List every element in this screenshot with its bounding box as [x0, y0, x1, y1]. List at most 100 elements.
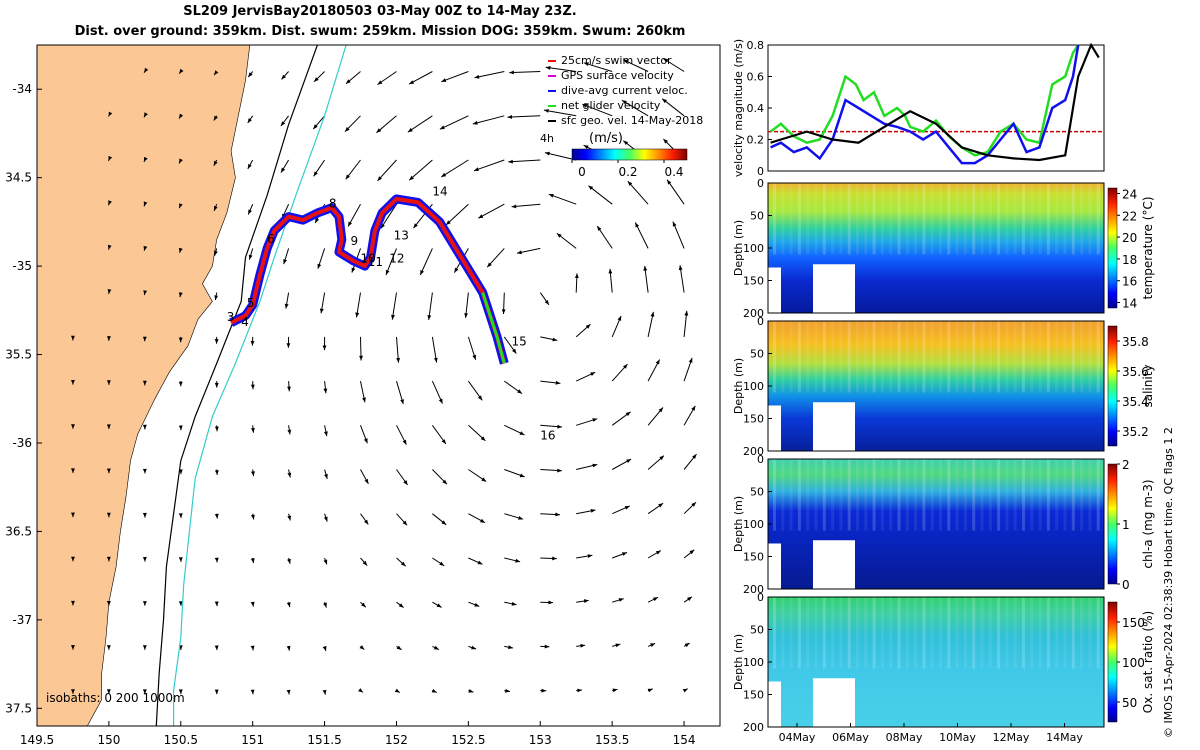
texture-strip: [773, 597, 776, 669]
texture-strip: [1038, 321, 1042, 393]
velocity-arrow: [545, 66, 577, 72]
no-data-region: [768, 405, 781, 451]
arrow-head: [142, 468, 147, 474]
y-tick-label: 200: [743, 445, 764, 458]
date-tick-label: 08May: [886, 731, 923, 744]
arrow-head: [623, 140, 629, 145]
velocity-arrow: [666, 179, 685, 205]
texture-strip: [1096, 321, 1100, 393]
cb-tick-label: 150: [1122, 616, 1145, 630]
texture-strip: [1030, 183, 1034, 255]
arrow-head: [688, 357, 693, 363]
texture-strip: [889, 459, 893, 531]
arrow-head: [436, 603, 442, 608]
arrow-head: [178, 292, 183, 298]
cb-tick-label: 18: [1122, 253, 1137, 267]
y-tick-label: 0: [757, 453, 764, 466]
cb-tick-label: 22: [1122, 209, 1137, 223]
arrow-head: [251, 428, 255, 433]
arrow-head: [420, 270, 424, 275]
arrow-head: [468, 689, 474, 693]
texture-strip: [797, 459, 801, 531]
arrow-head: [544, 644, 550, 649]
arrow-head: [477, 395, 483, 401]
arrow-head: [178, 601, 183, 606]
arrow-head: [402, 439, 407, 445]
arrow-head: [474, 74, 480, 79]
x-tick-label: 151: [241, 733, 264, 747]
arrow-head: [322, 689, 327, 695]
map-colorbar: [571, 148, 688, 161]
arrow-head: [517, 250, 522, 255]
y-tick-label: 50: [750, 348, 764, 361]
y-tick-label: 200: [743, 583, 764, 596]
arrow-head: [251, 514, 255, 520]
arrow-head: [248, 209, 252, 215]
arrow-head: [548, 194, 554, 198]
section-y-label: Depth (m): [732, 496, 745, 552]
no-data-region: [813, 402, 855, 451]
arrow-head: [106, 556, 111, 562]
arrow-head: [247, 163, 252, 169]
arrow-head: [287, 515, 292, 521]
arrow-head: [351, 267, 356, 273]
arrow-head: [574, 273, 579, 278]
y-tick-label: 35.5: [5, 348, 32, 362]
arrow-head: [106, 512, 111, 518]
credit-text: © IMOS 15-Apr-2024 02:38:39 Hobart time.…: [1162, 427, 1175, 738]
arrow-head: [626, 459, 632, 463]
texture-strip: [988, 183, 992, 255]
arrow-head: [478, 214, 484, 219]
velocity-arrow: [627, 180, 649, 205]
arrow-head: [472, 354, 477, 360]
texture-strip: [1080, 321, 1084, 393]
texture-strip: [1080, 183, 1084, 255]
arrow-head: [213, 160, 218, 166]
date-tick-label: 12May: [993, 731, 1030, 744]
texture-strip: [930, 183, 934, 255]
arrow-head: [355, 312, 360, 318]
texture-strip: [872, 597, 876, 669]
texture-strip: [1005, 597, 1009, 669]
arrow-head: [592, 418, 598, 422]
arrow-head: [454, 267, 459, 273]
arrow-head: [323, 602, 327, 608]
x-tick-label: 150: [97, 733, 120, 747]
texture-strip: [847, 321, 851, 393]
velocity-arrow: [507, 115, 541, 118]
day-label: 3: [227, 310, 235, 324]
arrow-head: [441, 520, 447, 525]
texture-strip: [880, 459, 884, 531]
no-data-region: [813, 264, 855, 313]
y-tick-label: 100: [743, 380, 764, 393]
texture-strip: [980, 459, 984, 531]
velocity-y-label: velocity magnitude (m/s): [732, 39, 745, 177]
texture-strip: [831, 183, 835, 255]
x-tick-label: 153.5: [595, 733, 629, 747]
texture-strip: [1063, 597, 1067, 669]
texture-strip: [806, 597, 810, 669]
arrow-head: [178, 557, 183, 562]
arrow-head: [319, 308, 324, 314]
texture-strip: [1030, 597, 1034, 669]
date-axis-ticks: 04May 06May 08May 10May 12May 14May: [779, 723, 1083, 744]
arrow-head: [324, 431, 328, 437]
y-tick-label: 0: [757, 315, 764, 328]
arrow-head: [71, 468, 75, 473]
arrow-head: [214, 295, 219, 301]
y-tick-label: 0.2: [747, 134, 765, 147]
arrow-head: [439, 125, 445, 130]
texture-strip: [814, 321, 818, 393]
texture-strip: [880, 321, 884, 393]
arrow-head: [518, 516, 524, 520]
arrow-head: [618, 598, 624, 602]
y-tick-label: 50: [750, 210, 764, 223]
texture-strip: [814, 459, 818, 531]
arrow-head: [323, 516, 328, 522]
arrow-head: [672, 221, 677, 227]
velocity-arrow: [445, 203, 469, 226]
velocity-arrow: [408, 159, 433, 181]
arrow-head: [284, 303, 289, 309]
